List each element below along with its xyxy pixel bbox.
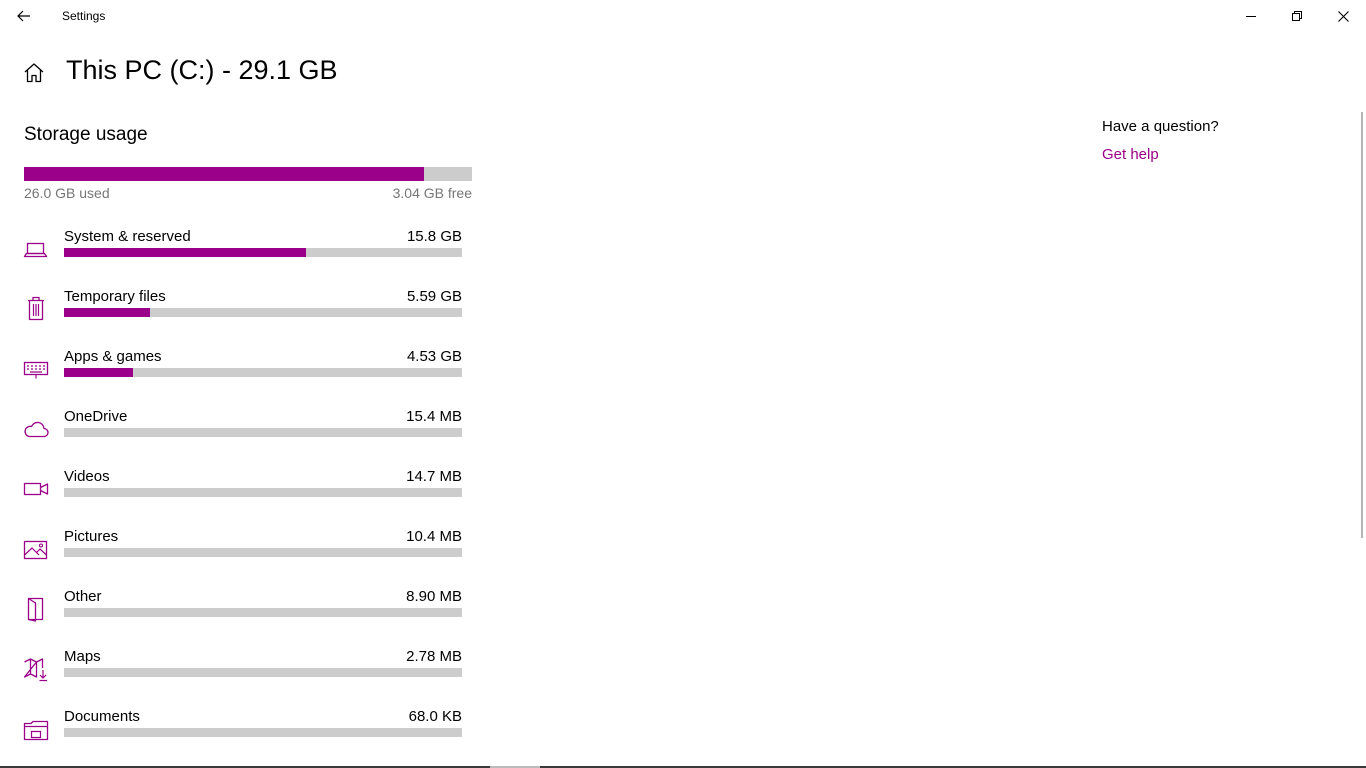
- category-size: 10.4 MB: [406, 528, 462, 545]
- category-usage-bar: [64, 488, 462, 497]
- category-size: 14.7 MB: [406, 468, 462, 485]
- title-bar: Settings: [0, 0, 1366, 32]
- category-usage-bar: [64, 668, 462, 677]
- category-system-reserved[interactable]: System & reserved 15.8 GB: [0, 224, 480, 284]
- trash-icon: [28, 296, 44, 321]
- category-name: OneDrive: [64, 408, 128, 425]
- close-icon: [1337, 10, 1349, 22]
- category-name: Apps & games: [64, 348, 162, 365]
- minimize-icon: [1246, 16, 1256, 17]
- category-temporary-files[interactable]: Temporary files 5.59 GB: [0, 284, 480, 344]
- category-apps-games[interactable]: Apps & games 4.53 GB: [0, 344, 480, 404]
- category-pictures[interactable]: Pictures 10.4 MB: [0, 524, 480, 584]
- category-usage-bar: [64, 728, 462, 737]
- help-question: Have a question?: [1102, 118, 1219, 135]
- home-button[interactable]: [22, 61, 46, 85]
- category-videos[interactable]: Videos 14.7 MB: [0, 464, 480, 524]
- category-usage-bar: [64, 308, 462, 317]
- used-space-label: 26.0 GB used: [24, 185, 110, 201]
- close-button[interactable]: [1320, 0, 1366, 32]
- app-title: Settings: [62, 9, 106, 23]
- vertical-scrollbar[interactable]: [1361, 112, 1363, 538]
- cloud-icon: [24, 421, 49, 438]
- category-name: Temporary files: [64, 288, 166, 305]
- page-title: This PC (C:) - 29.1 GB: [66, 55, 338, 85]
- category-size: 8.90 MB: [406, 588, 462, 605]
- category-usage-bar: [64, 608, 462, 617]
- category-name: System & reserved: [64, 228, 191, 245]
- category-usage-bar-fill: [64, 368, 134, 377]
- category-usage-bar: [64, 428, 462, 437]
- back-arrow-icon: [17, 10, 30, 22]
- bottom-edge: [0, 766, 1366, 768]
- category-usage-bar: [64, 368, 462, 377]
- restore-button[interactable]: [1274, 0, 1320, 32]
- restore-icon: [1292, 11, 1302, 21]
- category-size: 4.53 GB: [406, 348, 462, 365]
- category-size: 15.8 GB: [406, 228, 462, 245]
- folder-icon: [23, 720, 49, 741]
- total-storage-bar: [24, 167, 472, 181]
- section-title: Storage usage: [24, 124, 148, 145]
- category-size: 5.59 GB: [406, 288, 462, 305]
- category-name: Maps: [64, 648, 101, 665]
- category-name: Documents: [64, 708, 140, 725]
- category-other[interactable]: Other 8.90 MB: [0, 584, 480, 644]
- other-files-icon: [27, 597, 44, 622]
- category-usage-bar-fill: [64, 308, 150, 317]
- category-usage-bar: [64, 548, 462, 557]
- category-name: Other: [64, 588, 102, 605]
- map-download-icon: [23, 658, 47, 682]
- category-size: 15.4 MB: [406, 408, 462, 425]
- video-camera-icon: [23, 482, 49, 496]
- get-help-link[interactable]: Get help: [1102, 146, 1159, 163]
- minimize-button[interactable]: [1228, 0, 1274, 32]
- back-button[interactable]: [8, 0, 40, 32]
- category-name: Videos: [64, 468, 110, 485]
- free-space-label: 3.04 GB free: [392, 185, 472, 201]
- horizontal-scroll-thumb[interactable]: [490, 766, 540, 768]
- category-size: 2.78 MB: [406, 648, 462, 665]
- category-usage-bar: [64, 248, 462, 257]
- category-onedrive[interactable]: OneDrive 15.4 MB: [0, 404, 480, 464]
- category-name: Pictures: [64, 528, 119, 545]
- category-size: 68.0 KB: [408, 708, 462, 725]
- keyboard-icon: [23, 361, 49, 379]
- category-usage-bar-fill: [64, 248, 306, 257]
- total-storage-bar-fill: [24, 167, 425, 181]
- category-maps[interactable]: Maps 2.78 MB: [0, 644, 480, 704]
- category-documents[interactable]: Documents 68.0 KB: [0, 704, 480, 764]
- picture-icon: [23, 540, 48, 560]
- home-icon: [24, 63, 44, 83]
- laptop-icon: [23, 242, 48, 258]
